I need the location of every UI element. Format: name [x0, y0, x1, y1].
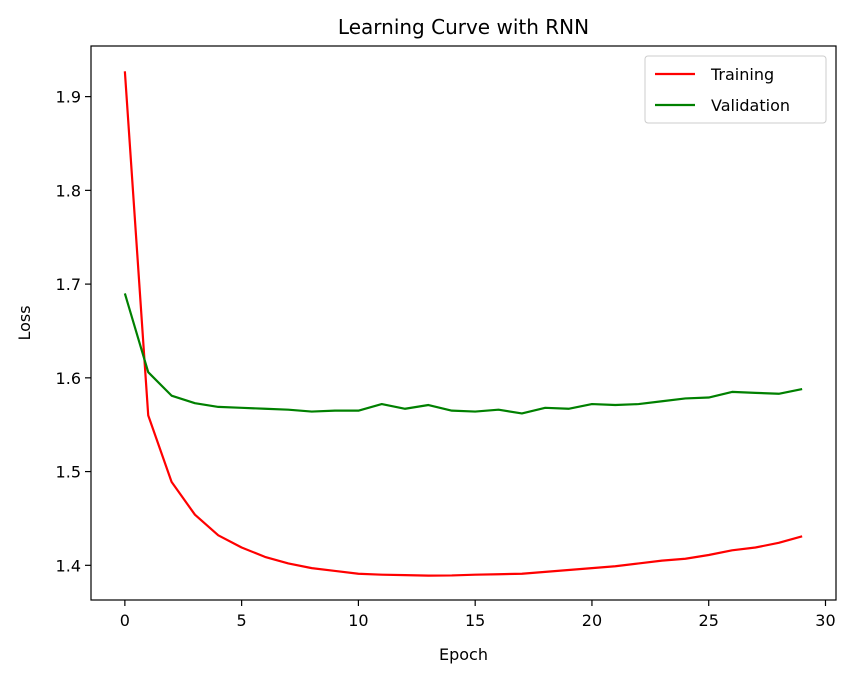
- plot-area: [123, 71, 803, 577]
- x-axis-label: Epoch: [439, 645, 488, 664]
- legend-box: [644, 55, 827, 124]
- axis-ticks: 0 5 10 15 20 25 30 1.4 1.5 1.6 1.7 1.8 1.9: [56, 88, 836, 630]
- series-line-training: [123, 71, 803, 577]
- x-tick-label: 25: [699, 611, 719, 630]
- x-tick-label: 15: [465, 611, 485, 630]
- chart-title: Learning Curve with RNN: [338, 15, 589, 39]
- y-tick-label: 1.4: [56, 556, 81, 575]
- y-tick-label: 1.8: [56, 181, 81, 200]
- legend-label-training: Training: [710, 65, 774, 84]
- legend: Training Validation: [644, 55, 827, 124]
- y-axis-label: Loss: [15, 305, 34, 340]
- x-tick-label: 20: [582, 611, 602, 630]
- y-tick-label: 1.6: [56, 369, 81, 388]
- x-tick-label: 5: [237, 611, 247, 630]
- x-tick-label: 0: [120, 611, 130, 630]
- series-line-validation: [123, 293, 803, 415]
- legend-label-validation: Validation: [711, 96, 790, 115]
- x-tick-label: 10: [348, 611, 368, 630]
- y-tick-label: 1.7: [56, 275, 81, 294]
- y-tick-label: 1.9: [56, 88, 81, 107]
- plot-frame: [90, 45, 837, 601]
- x-tick-label: 30: [815, 611, 835, 630]
- y-tick-label: 1.5: [56, 463, 81, 482]
